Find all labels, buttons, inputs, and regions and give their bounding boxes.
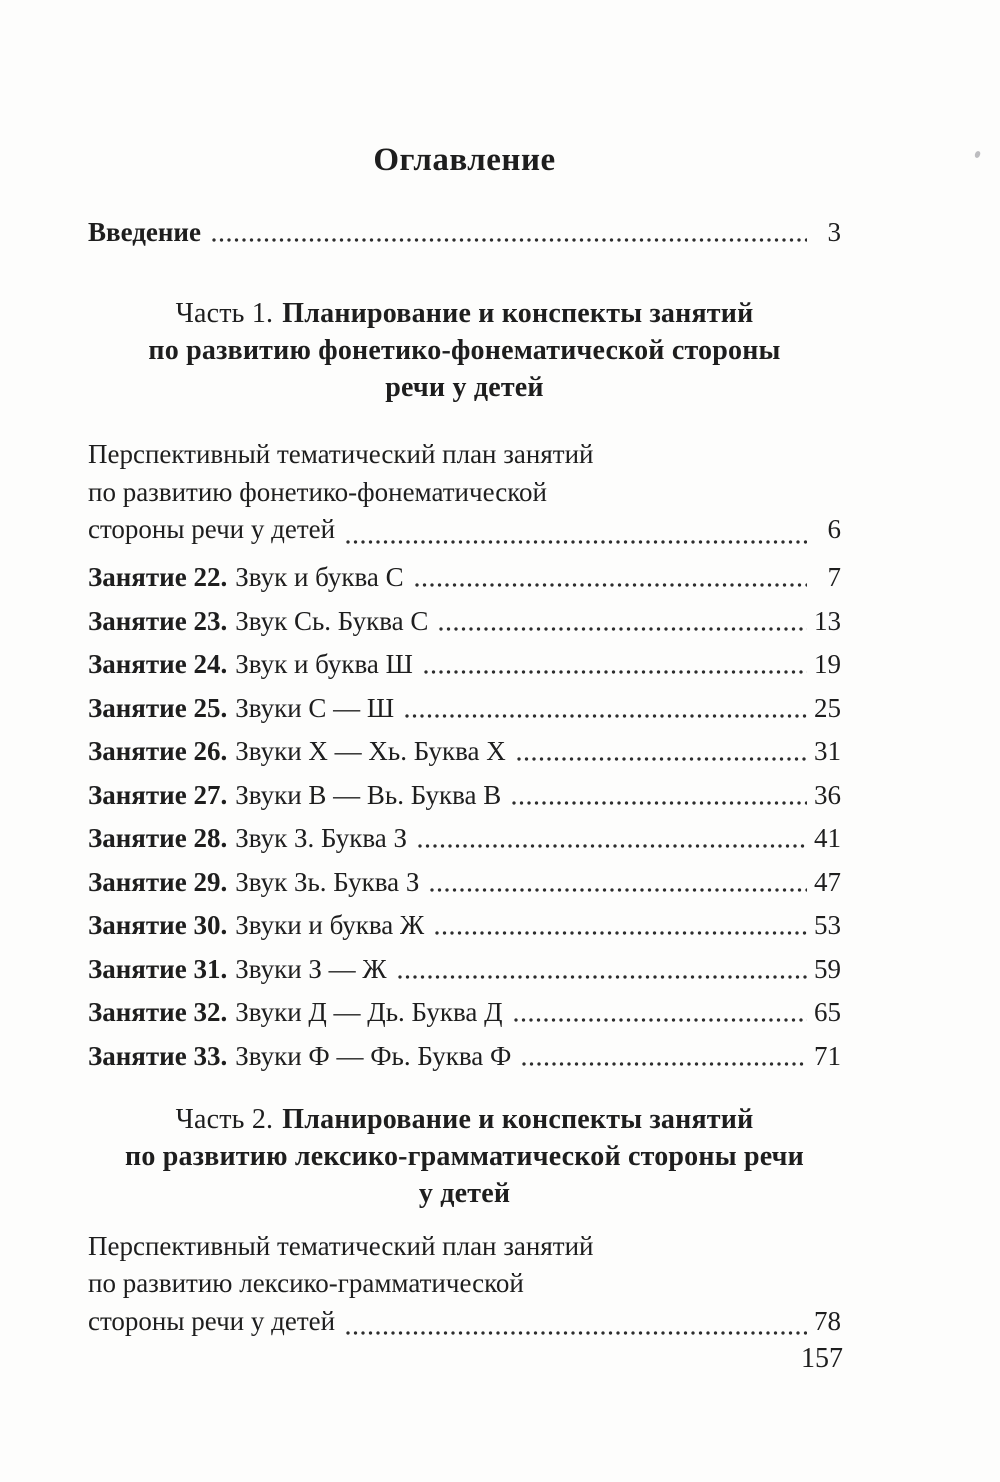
toc-entry-page: 31 bbox=[814, 736, 841, 766]
lesson-title: Звуки С — Ш bbox=[235, 692, 395, 723]
lesson-title: Звук и буква С bbox=[235, 562, 404, 592]
dot-leader bbox=[434, 930, 807, 936]
toc-entry-page: 13 bbox=[814, 605, 841, 636]
toc-entry-page: 3 bbox=[827, 217, 842, 247]
toc-entry-lesson-32: Занятие 32. Звуки Д — Дь. Буква Д 65 bbox=[88, 998, 841, 1027]
plan2-line1: Перспективный тематический план занятий bbox=[88, 1230, 594, 1261]
toc-entry-plan-part1: Перспективный тематический план занятий … bbox=[88, 436, 841, 549]
dot-leader bbox=[422, 669, 807, 675]
lesson-number-label: Занятие 27. bbox=[88, 779, 228, 810]
dot-leader bbox=[404, 712, 807, 719]
lesson-title: Звук Сь. Буква С bbox=[235, 605, 429, 636]
lesson-number-label: Занятие 29. bbox=[88, 866, 228, 897]
part1-heading: Часть 1. Планирование и конспекты занятий… bbox=[88, 295, 841, 406]
toc-entry-lesson-29: Занятие 29. Звук Зь. Буква З 47 bbox=[88, 866, 841, 897]
toc-entry-page: 71 bbox=[814, 1040, 841, 1071]
dot-leader bbox=[210, 237, 807, 243]
part1-number: Часть 1. bbox=[175, 298, 274, 329]
toc-entry-lesson-33: Занятие 33. Звуки Ф — Фь. Буква Ф 71 bbox=[88, 1040, 841, 1071]
toc-entry-lesson-27: Занятие 27. Звуки В — Вь. Буква В 36 bbox=[88, 779, 841, 810]
dot-leader bbox=[417, 843, 807, 849]
dot-leader bbox=[345, 538, 807, 545]
part2-number: Часть 2. bbox=[175, 1103, 274, 1135]
dot-leader bbox=[438, 625, 807, 632]
toc-entry-page: 59 bbox=[814, 953, 841, 984]
plan1-line2: по развитию фонетико-фонематической bbox=[88, 476, 547, 507]
part2-heading-line3: у детей bbox=[418, 1177, 511, 1209]
plan1-line1: Перспективный тематический план занятий bbox=[88, 439, 594, 469]
lessons-list: Занятие 22. Звук и буква С 7 Занятие 23.… bbox=[88, 563, 841, 1071]
part2-heading-line1-text: Планирование и конспекты занятий bbox=[282, 1103, 754, 1135]
dot-leader bbox=[511, 799, 807, 806]
plan2-line3-row: стороны речи у детей 78 bbox=[88, 1303, 841, 1341]
lesson-number-label: Занятие 25. bbox=[88, 692, 228, 723]
lesson-number-label: Занятие 24. bbox=[88, 649, 228, 679]
lesson-title: Звуки и буква Ж bbox=[235, 910, 425, 940]
toc-entry-introduction: Введение 3 bbox=[88, 218, 841, 247]
toc-entry-page: 36 bbox=[814, 779, 841, 810]
lesson-title: Звуки В — Вь. Буква В bbox=[235, 779, 502, 810]
plan1-line3: стороны речи у детей bbox=[88, 514, 336, 544]
part1-heading-line3: речи у детей bbox=[385, 372, 544, 403]
toc-entry-page: 65 bbox=[814, 997, 841, 1027]
toc-entry-lesson-23: Занятие 23. Звук Сь. Буква С 13 bbox=[88, 605, 841, 636]
toc-entry-page: 19 bbox=[814, 649, 841, 679]
plan2-line3: стороны речи у детей bbox=[88, 1305, 336, 1336]
toc-entry-page: 78 bbox=[814, 1305, 841, 1336]
toc-entry-lesson-24: Занятие 24. Звук и буква Ш 19 bbox=[88, 650, 841, 679]
lesson-number-label: Занятие 30. bbox=[88, 910, 228, 940]
part2-heading-line2: по развитию лексико-грамматической сторо… bbox=[124, 1140, 804, 1172]
plan1-line3-row: стороны речи у детей 6 bbox=[88, 511, 841, 549]
lesson-number-label: Занятие 22. bbox=[88, 562, 228, 592]
dot-leader bbox=[429, 886, 807, 893]
toc-content: Оглавление Введение 3 Часть 1. Планирован… bbox=[88, 0, 841, 1340]
toc-entry-page: 6 bbox=[827, 514, 842, 544]
dot-leader bbox=[345, 1330, 807, 1336]
part1-heading-line1-text: Планирование и конспекты занятий bbox=[282, 298, 754, 329]
lesson-number-label: Занятие 31. bbox=[88, 953, 228, 984]
part2-heading: Часть 2. Планирование и конспекты занятий… bbox=[88, 1101, 841, 1212]
lesson-title: Звуки Ф — Фь. Буква Ф bbox=[235, 1040, 512, 1071]
toc-entry-page: 41 bbox=[814, 823, 841, 853]
toc-entry-lesson-25: Занятие 25. Звуки С — Ш 25 bbox=[88, 692, 841, 723]
toc-entry-lesson-26: Занятие 26. Звуки Х — Хь. Буква Х 31 bbox=[88, 737, 841, 766]
toc-entry-page: 47 bbox=[814, 866, 841, 897]
lesson-number-label: Занятие 33. bbox=[88, 1040, 228, 1071]
part2-heading-line1: Часть 2. Планирование и конспекты занятий bbox=[88, 1101, 841, 1138]
plan2-line2: по развитию лексико-грамматической bbox=[88, 1268, 524, 1298]
part1-heading-line1: Часть 1. Планирование и конспекты занятий bbox=[88, 295, 841, 332]
lesson-number-label: Занятие 23. bbox=[88, 605, 228, 636]
dot-leader bbox=[413, 582, 807, 588]
dot-leader bbox=[515, 756, 807, 762]
dot-leader bbox=[521, 1060, 807, 1067]
toc-entry-label: Введение bbox=[88, 217, 201, 247]
toc-entry-lesson-22: Занятие 22. Звук и буква С 7 bbox=[88, 563, 841, 592]
page-title: Оглавление bbox=[373, 142, 556, 178]
dot-leader bbox=[512, 1017, 807, 1023]
toc-entry-page: 25 bbox=[814, 692, 841, 723]
toc-entry-plan-part2: Перспективный тематический план занятий … bbox=[88, 1228, 841, 1341]
lesson-title: Звуки Д — Дь. Буква Д bbox=[235, 997, 503, 1027]
toc-entry-page: 53 bbox=[814, 910, 841, 940]
scan-artifact bbox=[974, 150, 981, 159]
toc-entry-lesson-30: Занятие 30. Звуки и буква Ж 53 bbox=[88, 911, 841, 940]
toc-entry-lesson-28: Занятие 28. Звук З. Буква З 41 bbox=[88, 824, 841, 853]
part1-heading-line2: по развитию фонетико-фонематической стор… bbox=[148, 335, 781, 366]
lesson-number-label: Занятие 32. bbox=[88, 997, 228, 1027]
lesson-title: Звук и буква Ш bbox=[235, 649, 413, 679]
lesson-number-label: Занятие 28. bbox=[88, 823, 228, 853]
lesson-title: Звуки З — Ж bbox=[235, 953, 387, 984]
lesson-title: Звук Зь. Буква З bbox=[235, 866, 420, 897]
page-number: 157 bbox=[801, 1343, 843, 1374]
toc-entry-page: 7 bbox=[827, 562, 842, 592]
lesson-title: Звук З. Буква З bbox=[235, 823, 408, 853]
toc-entry-lesson-31: Занятие 31. Звуки З — Ж 59 bbox=[88, 953, 841, 984]
lesson-number-label: Занятие 26. bbox=[88, 736, 228, 766]
lesson-title: Звуки Х — Хь. Буква Х bbox=[235, 736, 506, 766]
dot-leader bbox=[396, 973, 807, 980]
